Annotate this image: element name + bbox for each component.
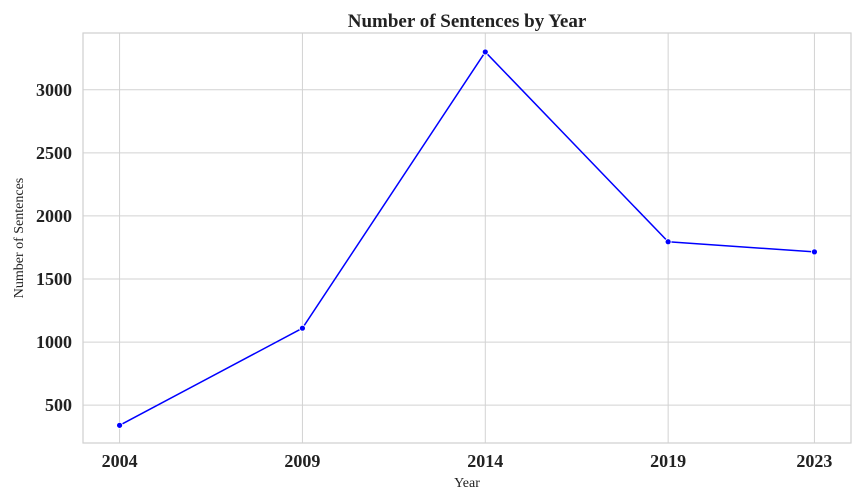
y-tick-label: 500	[45, 395, 72, 415]
series-line	[119, 51, 815, 427]
data-point-2009	[299, 324, 306, 332]
grid-lines	[83, 33, 851, 443]
x-tick-label: 2009	[284, 451, 320, 471]
x-tick-labels: 2004 2009 2014 2019 2023	[102, 451, 833, 471]
y-axis-label: Number of Sentences	[12, 178, 27, 299]
y-tick-label: 3000	[36, 80, 72, 100]
data-point-2019	[664, 238, 672, 246]
y-tick-label: 1000	[36, 332, 72, 352]
data-point-2014	[481, 48, 489, 56]
x-axis-label: Year	[454, 476, 480, 491]
series-layer	[116, 48, 818, 429]
chart-title: Number of Sentences by Year	[348, 11, 587, 32]
x-tick-label: 2014	[467, 451, 503, 471]
x-tick-label: 2019	[650, 451, 686, 471]
y-tick-label: 2000	[36, 206, 72, 226]
y-tick-label: 2500	[36, 143, 72, 163]
x-tick-label: 2004	[102, 451, 138, 471]
x-tick-label: 2023	[796, 451, 832, 471]
plot-area-frame	[82, 32, 852, 444]
y-tick-label: 1500	[36, 269, 72, 289]
data-point-2004	[116, 421, 123, 429]
y-tick-labels: 500 1000 1500 2000 2500 3000	[36, 80, 72, 415]
data-point-2023	[811, 248, 818, 256]
